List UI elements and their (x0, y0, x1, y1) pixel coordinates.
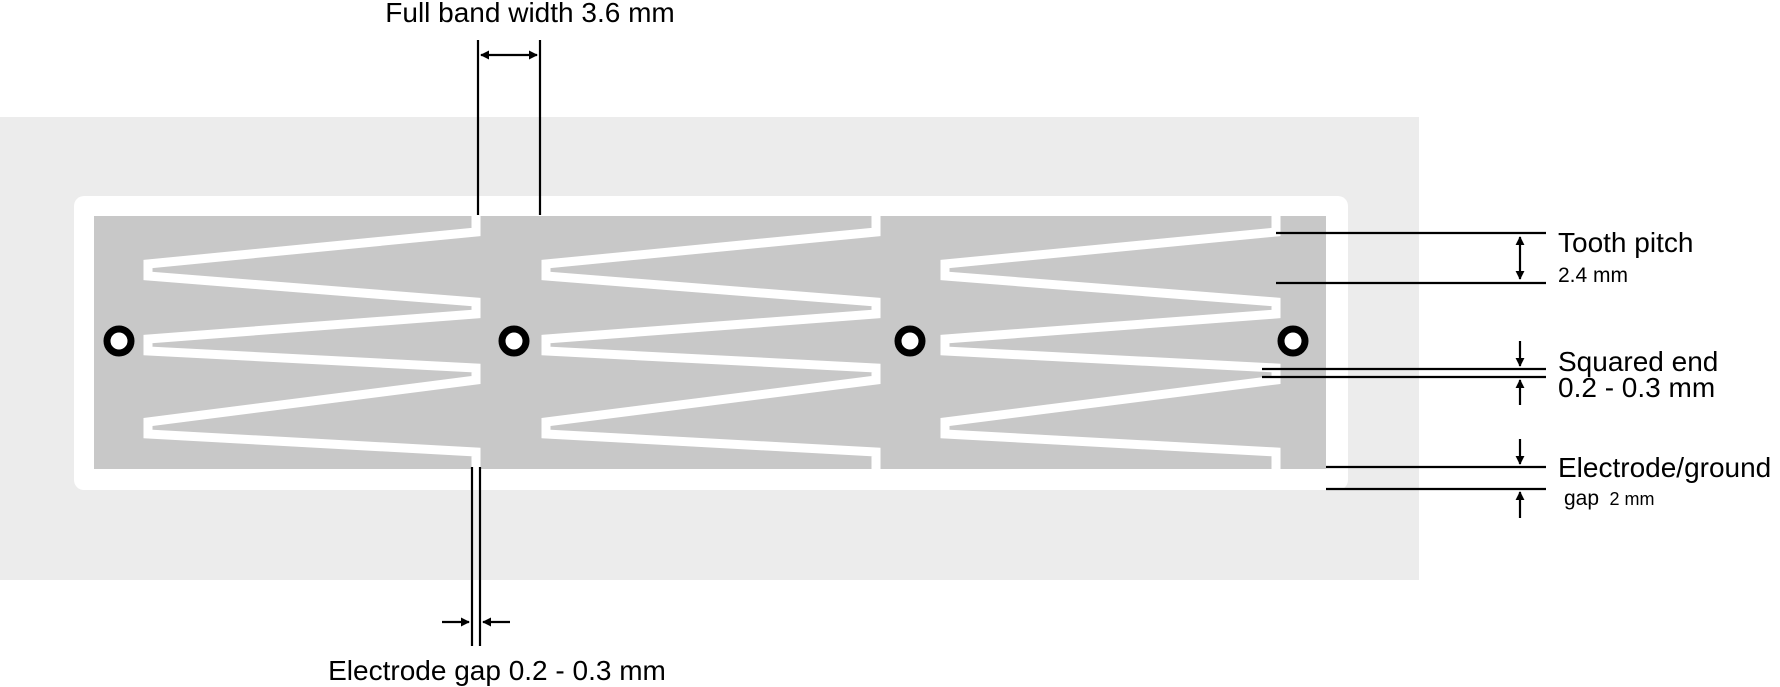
tooth-pitch-title: Tooth pitch (1558, 227, 1693, 258)
zigzag-gap-1 (143, 216, 481, 469)
electrode-ground-gap-word: gap (1564, 487, 1599, 510)
full-band-width-label: Full band width 3.6 mm (385, 0, 674, 28)
electrode-ground-gap-dimension: Electrode/ground gap 2 mm (1326, 439, 1771, 518)
electrode-gap-label: Electrode gap 0.2 - 0.3 mm (328, 655, 666, 686)
squared-end-value: 0.2 - 0.3 mm (1558, 372, 1715, 403)
zigzag-gap-3 (940, 216, 1281, 469)
squared-end-dimension: Squared end 0.2 - 0.3 mm (1262, 341, 1718, 405)
full-band-width-dimension: Full band width 3.6 mm (385, 0, 675, 215)
mounting-hole-3 (894, 325, 926, 357)
electrode-ground-title: Electrode/ground (1558, 452, 1771, 483)
electrode-gap-dimension: Electrode gap 0.2 - 0.3 mm (328, 467, 666, 686)
mounting-hole-1 (103, 325, 135, 357)
electrode-ground-gap-value: 2 mm (1610, 489, 1655, 509)
mounting-hole-4 (1277, 325, 1309, 357)
electrode-gap-zigzags (143, 216, 1281, 469)
squared-end-title: Squared end (1558, 346, 1718, 377)
electrode-copper-area (94, 216, 1326, 469)
zigzag-gap-2 (541, 216, 881, 469)
mounting-holes (103, 325, 1309, 357)
electrode-ground-gap-text: gap 2 mm (1564, 487, 1655, 510)
mounting-hole-2 (498, 325, 530, 357)
tooth-pitch-dimension: Tooth pitch 2.4 mm (1276, 227, 1693, 287)
tooth-pitch-value: 2.4 mm (1558, 264, 1628, 287)
